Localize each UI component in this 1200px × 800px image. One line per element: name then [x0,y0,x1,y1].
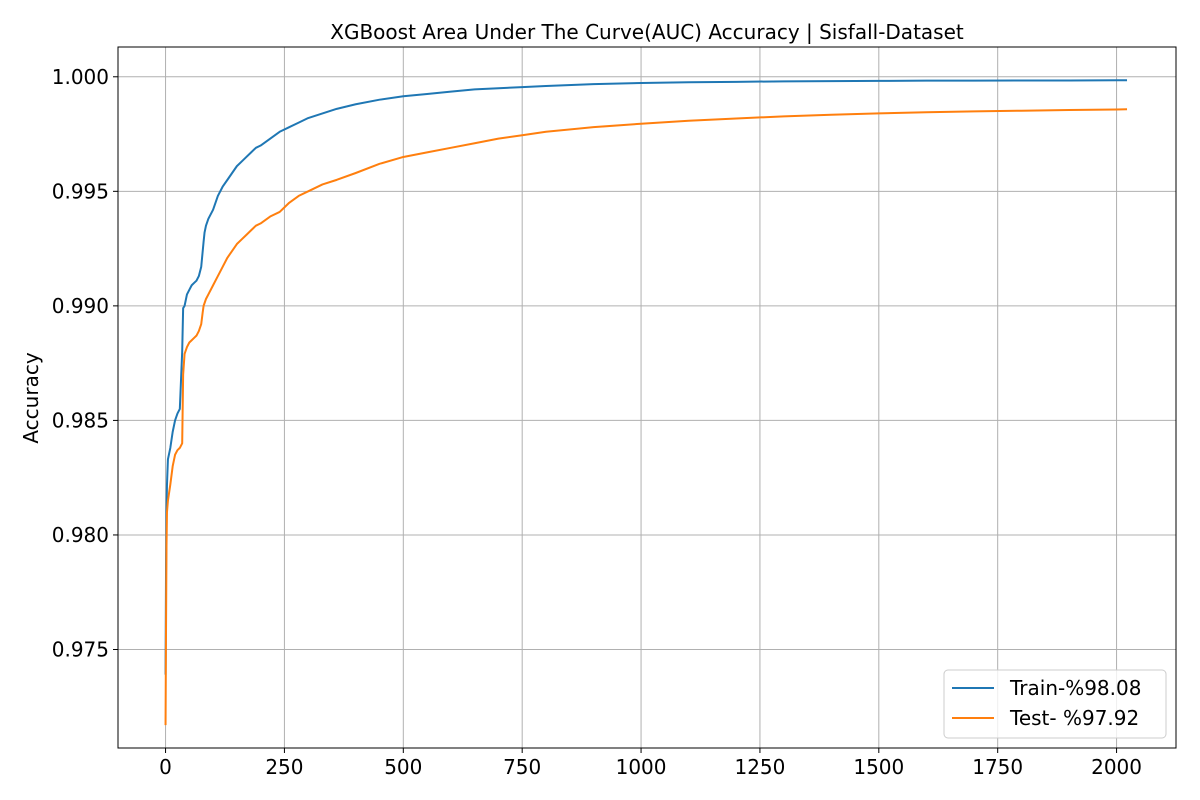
x-tick-label: 2000 [1091,755,1142,779]
x-tick-label: 1250 [734,755,785,779]
y-axis-label: Accuracy [19,352,43,443]
y-tick-label: 0.980 [52,523,109,547]
legend-label: Train-%98.08 [1009,676,1141,700]
y-tick-label: 0.995 [52,179,109,203]
x-tick-label: 750 [503,755,541,779]
x-tick-label: 1000 [616,755,667,779]
x-tick-label: 500 [384,755,422,779]
series-line-train [164,79,1128,675]
series-layer [164,79,1128,726]
series-line-test [164,108,1128,726]
y-axis: 0.975 0.980 0.985 0.990 0.995 1.000 [52,65,118,661]
y-tick-label: 1.000 [52,65,109,89]
x-tick-label: 250 [265,755,303,779]
x-tick-label: 1750 [972,755,1023,779]
legend: Train-%98.08 Test- %97.92 [943,669,1167,739]
y-tick-label: 0.975 [52,637,109,661]
y-tick-label: 0.985 [52,408,109,432]
plot-frame [117,46,1177,749]
grid [118,47,1176,748]
legend-box [943,669,1167,739]
x-axis: 0 250 500 750 1000 1250 1500 1750 2000 [159,748,1142,779]
x-tick-label: 0 [159,755,172,779]
legend-label: Test- %97.92 [1009,706,1139,730]
chart-title: XGBoost Area Under The Curve(AUC) Accura… [330,20,964,44]
x-tick-label: 1500 [853,755,904,779]
y-tick-label: 0.990 [52,294,109,318]
